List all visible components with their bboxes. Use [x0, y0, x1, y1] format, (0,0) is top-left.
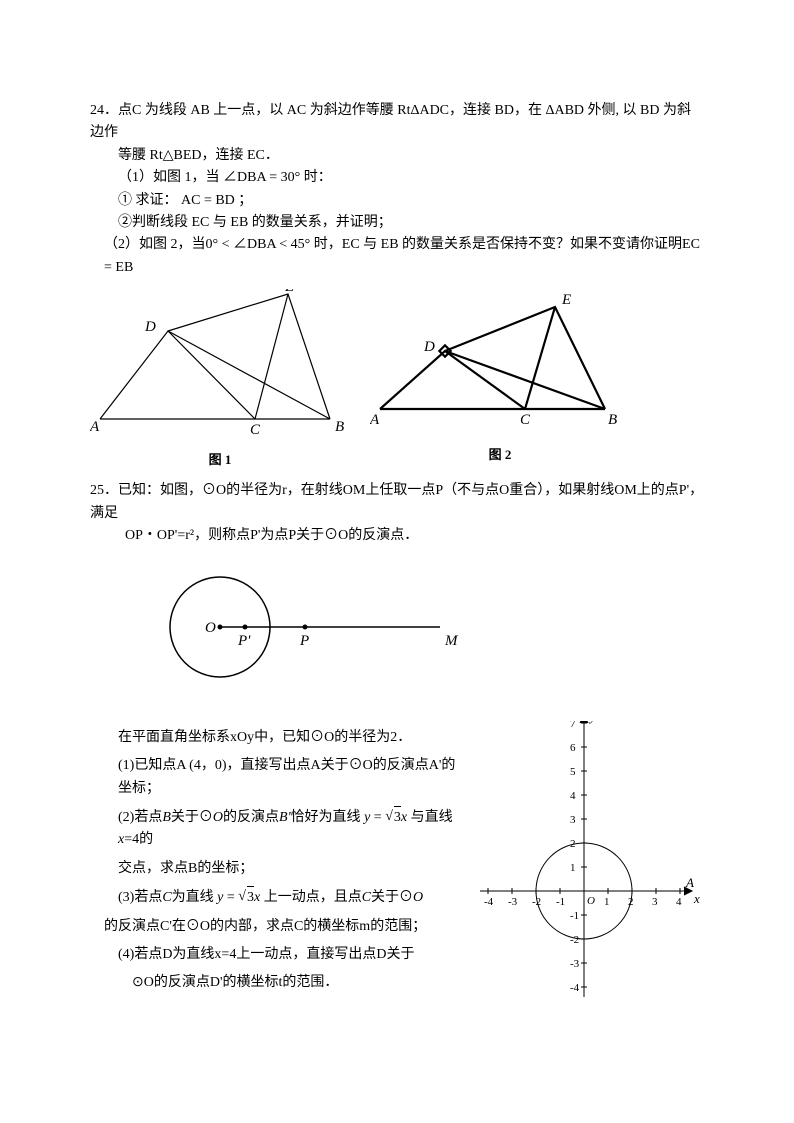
q25-right-col: -4 -3 -2 -1 1 2 3 4 -4 -3 -2 -1 1 2 3 4 5 6 7 Ox y A: [474, 721, 704, 1019]
svg-text:-2: -2: [570, 934, 579, 946]
svg-text:1: 1: [570, 862, 576, 874]
q25-number: 25．: [90, 483, 118, 498]
svg-text:D: D: [144, 319, 156, 335]
svg-text:A: A: [90, 419, 100, 435]
svg-text:x: x: [693, 891, 700, 906]
q24-number: 24．: [90, 103, 118, 118]
svg-text:2: 2: [570, 838, 576, 850]
svg-text:3: 3: [570, 814, 576, 826]
svg-text:4: 4: [676, 896, 682, 908]
svg-text:-2: -2: [532, 896, 541, 908]
svg-text:-1: -1: [570, 910, 579, 922]
svg-text:-3: -3: [570, 958, 580, 970]
q25-sub4-l1: (4)若点D为直线x=4上一动点，直接写出点D关于: [90, 944, 464, 966]
q24-part1-ii: ②判断线段 EC 与 EB 的数量关系，并证明；: [90, 212, 704, 234]
q24-intro: 24．点C 为线段 AB 上一点，以 AC 为斜边作等腰 RtΔADC，连接 B…: [90, 100, 704, 145]
q24-figures: A B C D E 图 1 A B C D E 图 2: [90, 289, 704, 470]
q25-intro: 25．已知：如图，⊙O的半径为r，在射线OM上任取一点P（不与点O重合），如果射…: [90, 480, 704, 525]
q25-line1: 已知：如图，⊙O的半径为r，在射线OM上任取一点P（不与点O重合），如果射线OM…: [90, 483, 703, 520]
q24-line2: 等腰 Rt△BED，连接 EC．: [90, 145, 704, 167]
q25-sub2-l2: 交点，求点B的坐标；: [90, 858, 464, 880]
q25-sub3-l1: (3)若点C为直线 y = √3x 上一动点，且点C关于⊙O: [90, 886, 464, 909]
figure-1-block: A B C D E 图 1: [90, 289, 350, 470]
q25-sub2-l1: (2)若点B关于⊙O的反演点B'恰好为直线 y = √3x 与直线x=4的: [90, 806, 464, 852]
svg-text:D: D: [423, 339, 435, 355]
svg-text:-4: -4: [484, 896, 494, 908]
q25-sub1: (1)已知点A (4，0)，直接写出点A关于⊙O的反演点A'的坐标；: [90, 755, 464, 800]
svg-text:C: C: [250, 422, 261, 438]
svg-text:C: C: [520, 412, 531, 428]
svg-text:4: 4: [570, 790, 576, 802]
problem-24: 24．点C 为线段 AB 上一点，以 AC 为斜边作等腰 RtΔADC，连接 B…: [90, 100, 704, 470]
svg-text:7: 7: [570, 721, 576, 730]
figure-1-svg: A B C D E: [90, 289, 350, 439]
svg-text:P: P: [299, 633, 309, 649]
q25-sub4-l2: ⊙O的反演点D'的横坐标t的范围．: [90, 972, 464, 994]
figure-1-caption: 图 1: [90, 450, 350, 471]
svg-text:E: E: [284, 289, 294, 295]
circle-diagram: O P' P M: [150, 557, 704, 710]
svg-text:y: y: [588, 721, 596, 724]
axes-svg: -4 -3 -2 -1 1 2 3 4 -4 -3 -2 -1 1 2 3 4 5 6 7 Ox y A: [474, 721, 704, 1011]
svg-text:3: 3: [652, 896, 658, 908]
svg-text:E: E: [561, 292, 571, 308]
q25-body: 在平面直角坐标系xOy中，已知⊙O的半径为2． (1)已知点A (4，0)，直接…: [90, 721, 704, 1019]
svg-text:A: A: [685, 875, 694, 890]
svg-text:-3: -3: [508, 896, 518, 908]
problem-25: 25．已知：如图，⊙O的半径为r，在射线OM上任取一点P（不与点O重合），如果射…: [90, 480, 704, 1019]
q24-line1: 点C 为线段 AB 上一点，以 AC 为斜边作等腰 RtΔADC，连接 BD，在…: [90, 103, 691, 140]
svg-text:B: B: [335, 419, 344, 435]
figure-2-caption: 图 2: [370, 445, 630, 466]
svg-text:-1: -1: [556, 896, 565, 908]
svg-text:M: M: [444, 633, 459, 649]
figure-2-block: A B C D E 图 2: [370, 289, 630, 470]
svg-text:6: 6: [570, 742, 576, 754]
q24-part1-label: （1）如图 1，当 ∠DBA = 30° 时：: [90, 167, 704, 189]
svg-text:1: 1: [604, 896, 610, 908]
svg-text:B: B: [608, 412, 617, 428]
figure-2-svg: A B C D E: [370, 289, 630, 434]
q24-part2: （2）如图 2，当0° < ∠DBA < 45° 时，EC 与 EB 的数量关系…: [90, 234, 704, 279]
svg-text:P': P': [237, 633, 251, 649]
q24-part1-i: ① 求证： AC = BD ；: [90, 190, 704, 212]
q25-line2: OP・OP'=r²，则称点P'为点P关于⊙O的反演点．: [90, 525, 704, 547]
q25-sub3-l2: 的反演点C'在⊙O的内部，求点C的横坐标m的范围；: [90, 916, 464, 938]
svg-text:O: O: [205, 620, 216, 636]
svg-text:2: 2: [628, 896, 634, 908]
q25-left-col: 在平面直角坐标系xOy中，已知⊙O的半径为2． (1)已知点A (4，0)，直接…: [90, 721, 464, 995]
svg-text:5: 5: [570, 766, 576, 778]
svg-text:-4: -4: [570, 982, 580, 994]
circle-svg: O P' P M: [150, 557, 470, 702]
q25-line3: 在平面直角坐标系xOy中，已知⊙O的半径为2．: [90, 727, 464, 749]
svg-text:O: O: [587, 895, 595, 907]
svg-text:A: A: [370, 412, 380, 428]
